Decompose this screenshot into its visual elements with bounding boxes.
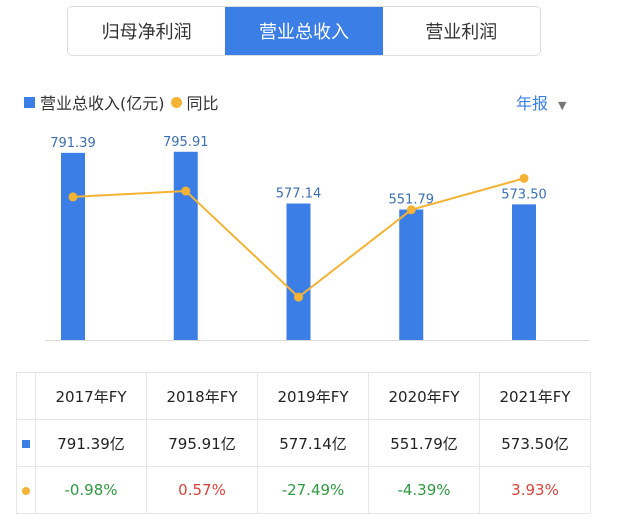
bar <box>61 152 85 340</box>
bar-label: 791.39 <box>50 136 96 151</box>
revenue-cell: 791.39亿 <box>35 419 147 467</box>
bar-legend-icon <box>24 96 35 108</box>
period-dropdown[interactable]: 年报 ▼ <box>516 90 566 114</box>
yoy-point <box>519 173 529 183</box>
bar-label: 795.91 <box>163 135 209 150</box>
yoy-point <box>181 186 191 196</box>
yoy-cell: -27.49% <box>257 466 369 514</box>
revenue-cell: 577.14亿 <box>257 419 369 467</box>
header-cell: 2021年FY <box>479 372 591 420</box>
yoy-point <box>294 292 303 302</box>
tab-net-profit[interactable]: 归母净利润 <box>101 22 192 43</box>
bar-label: 577.14 <box>276 187 322 202</box>
revenue-cell: 795.91亿 <box>146 419 258 467</box>
yoy-cell: -4.39% <box>368 466 480 514</box>
bar-marker-icon <box>22 440 30 448</box>
metric-tabs: 归母净利润 营业总收入 营业利润 <box>67 6 541 56</box>
revenue-cell: 551.79亿 <box>368 419 480 467</box>
header-cell: 2020年FY <box>368 372 480 420</box>
table-header-row: 2017年FY 2018年FY 2019年FY 2020年FY 2021年FY <box>16 372 591 420</box>
yoy-point <box>68 192 78 202</box>
bar-label: 551.79 <box>389 193 435 208</box>
header-cell: 2018年FY <box>146 372 258 420</box>
bar <box>399 209 424 340</box>
tab-revenue[interactable]: 营业总收入 <box>225 7 383 55</box>
revenue-cell: 573.50亿 <box>479 419 591 467</box>
yoy-cell: 3.93% <box>479 466 591 514</box>
legend-line-label: 同比 <box>186 94 219 113</box>
bar <box>286 203 311 340</box>
legend-bar-label: 营业总收入(亿元) <box>40 94 165 113</box>
period-label: 年报 <box>516 94 549 113</box>
tab-operating-profit[interactable]: 营业利润 <box>425 22 498 43</box>
bar <box>512 204 536 340</box>
triangle-down-icon: ▼ <box>558 99 567 112</box>
table-row-revenue: 791.39亿 795.91亿 577.14亿 551.79亿 573.50亿 <box>16 419 591 467</box>
data-table: 2017年FY 2018年FY 2019年FY 2020年FY 2021年FY … <box>16 372 591 514</box>
yoy-cell: 0.57% <box>146 466 258 514</box>
bar-label: 573.50 <box>501 187 547 202</box>
chart: 791.39 795.91 577.14 551.79 573.50 <box>45 135 590 341</box>
header-cell: 2019年FY <box>257 372 369 420</box>
header-cell: 2017年FY <box>35 372 147 420</box>
bar <box>173 151 198 340</box>
legend: 营业总收入(亿元) 同比 <box>24 90 219 114</box>
yoy-cell: -0.98% <box>35 466 147 514</box>
line-legend-icon <box>170 96 182 108</box>
table-row-yoy: -0.98% 0.57% -27.49% -4.39% 3.93% <box>16 466 591 514</box>
yoy-point <box>406 205 416 215</box>
line-marker-icon <box>22 487 30 495</box>
